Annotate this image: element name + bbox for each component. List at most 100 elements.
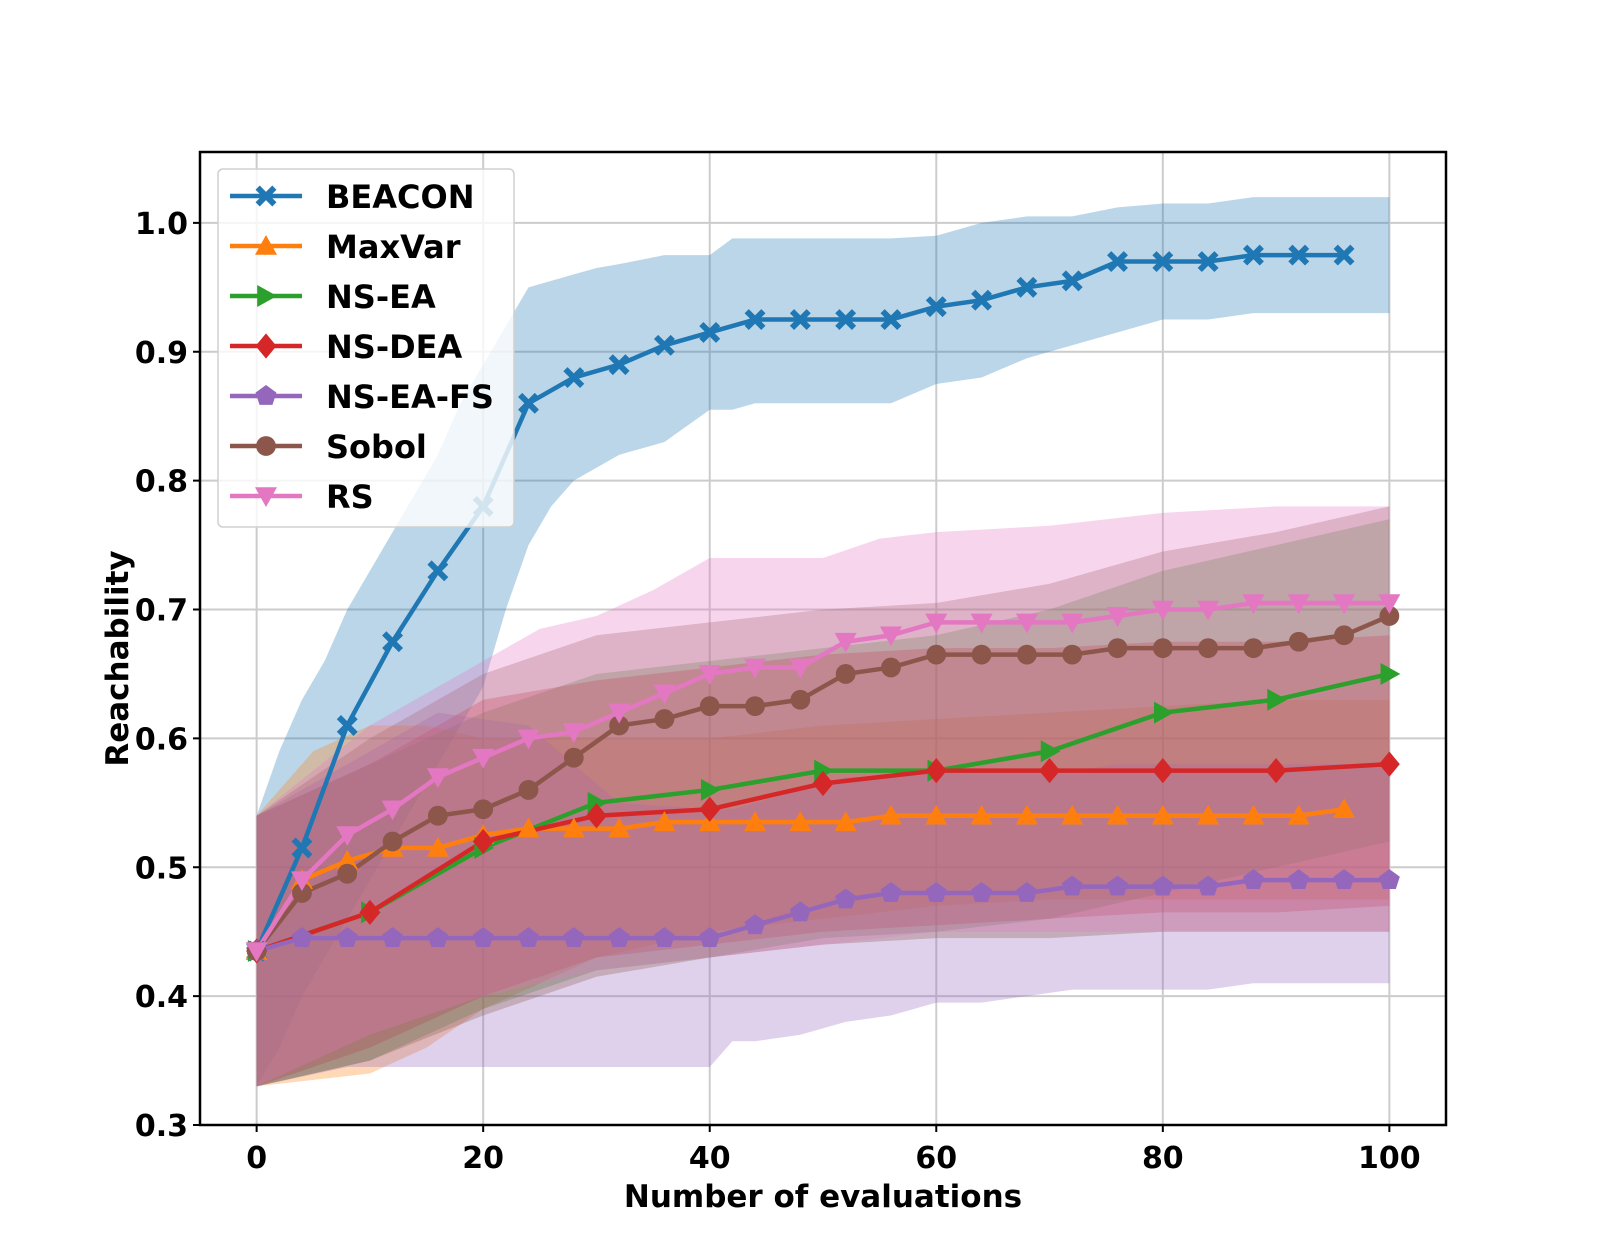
maxvar-point (1061, 804, 1084, 825)
rs-point (1015, 613, 1038, 634)
ns-dea-point (1378, 751, 1400, 777)
y-tick-label: 0.6 (135, 722, 188, 757)
ns-dea-point (1039, 757, 1060, 784)
axis-ticks: 0 20 40 60 80 100 0.3 0.4 0.5 0.6 0.7 0.8 0.9 1.0 (135, 207, 1421, 1176)
ns-ea-fs-point (336, 927, 358, 948)
ns-ea-fs-point (291, 927, 313, 948)
x-tick-label: 40 (689, 1141, 731, 1176)
ns-dea-band (256, 635, 1390, 1087)
rs-point (472, 748, 495, 769)
legend-label-beacon: BEACON (326, 178, 474, 216)
maxvar-point (789, 811, 812, 831)
beacon-point (291, 837, 313, 859)
y-tick-label: 0.9 (135, 336, 188, 371)
ns-ea-fs-point (518, 927, 539, 948)
y-axis-label: Reachability (100, 550, 136, 766)
maxvar-point (834, 811, 857, 831)
ns-ea-point (1040, 740, 1061, 763)
x-tick-label: 100 (1358, 1141, 1421, 1176)
ns-ea-point (700, 778, 721, 801)
ns-ea-point (1380, 662, 1401, 685)
ns-ea-fs-point (1378, 869, 1400, 890)
maxvar-point (1333, 798, 1356, 819)
ns-ea-fs-band (256, 712, 1390, 1087)
beacon-point (653, 334, 675, 356)
rs-point (1106, 607, 1129, 627)
beacon-point (336, 715, 358, 736)
ns-ea-band (256, 519, 1390, 1087)
rs-point (879, 626, 902, 647)
beacon-point (1061, 270, 1083, 292)
ns-ea-fs-point (563, 927, 585, 948)
sobol-point (1152, 638, 1173, 659)
rs-point (381, 800, 404, 821)
ns-ea-fs-point (880, 882, 902, 902)
rs-point (608, 703, 631, 724)
x-tick-label: 60 (915, 1141, 957, 1176)
ns-dea-point (699, 796, 721, 822)
legend-marker-maxvar (255, 235, 277, 255)
sobol-point (971, 644, 992, 665)
ns-dea-point (925, 757, 947, 784)
beacon-point (971, 289, 993, 311)
rs-point (1151, 600, 1174, 621)
rs-point (290, 871, 313, 892)
ns-ea-fs-point (971, 882, 993, 902)
confidence-bands (256, 197, 1390, 1087)
legend-marker-ns-dea (255, 333, 277, 359)
ns-ea-fs-point (1107, 875, 1128, 896)
maxvar-point (879, 804, 902, 825)
ns-ea-fs-point (427, 927, 449, 948)
maxvar-point (562, 817, 585, 838)
maxvar-point (1287, 804, 1310, 825)
beacon-point (608, 354, 630, 376)
rs-point (698, 665, 721, 685)
maxvar-point (1197, 804, 1220, 825)
rs-point (562, 723, 585, 743)
y-tick-label: 0.5 (135, 851, 188, 886)
maxvar-point (1015, 804, 1038, 825)
ns-ea-fs-point (1333, 869, 1355, 890)
legend-label-sobol: Sobol (326, 428, 427, 466)
y-tick-label: 0.8 (135, 465, 188, 500)
rs-point (1287, 594, 1310, 615)
sobol-point (881, 657, 901, 678)
sobol-point (1243, 638, 1264, 659)
sobol-point (1288, 631, 1309, 652)
legend-marker-sobol (256, 436, 276, 456)
sobol-point (337, 863, 358, 884)
ns-ea-fs-point (608, 927, 630, 948)
maxvar-point (1151, 804, 1174, 825)
maxvar-point (426, 836, 449, 857)
x-tick-label: 0 (246, 1141, 267, 1176)
rs-point (517, 729, 540, 750)
ns-ea-fs-point (789, 901, 811, 922)
legend-marker-beacon (255, 185, 277, 207)
maxvar-point (1242, 804, 1265, 825)
maxvar-point (744, 811, 767, 831)
legend-marker-rs (255, 487, 277, 507)
legend-box (217, 168, 515, 528)
rs-point (925, 613, 948, 634)
legend-marker-ns-ea-fs (255, 385, 277, 405)
ns-ea-fs-point (1016, 882, 1038, 902)
sobol-point (518, 780, 539, 800)
legend-label-ns-dea: NS-DEA (326, 328, 463, 366)
sobol-point (790, 689, 811, 710)
sobol-point (473, 799, 494, 820)
beacon-point (1333, 244, 1355, 266)
maxvar-point (653, 811, 676, 831)
ns-ea-fs-point (744, 914, 766, 935)
sobol-point (609, 715, 630, 736)
sobol-point (1062, 644, 1083, 665)
sobol-point (1107, 638, 1128, 659)
legend-label-ns-ea: NS-EA (326, 278, 436, 316)
beacon-point (1288, 244, 1310, 266)
series-markers (245, 244, 1401, 964)
ns-dea-point (359, 899, 381, 926)
sobol-point (1198, 638, 1219, 659)
x-tick-label: 80 (1142, 1141, 1184, 1176)
ns-ea-fs-point (1061, 875, 1083, 896)
rs-point (245, 942, 268, 963)
x-tick-label: 20 (462, 1141, 504, 1176)
